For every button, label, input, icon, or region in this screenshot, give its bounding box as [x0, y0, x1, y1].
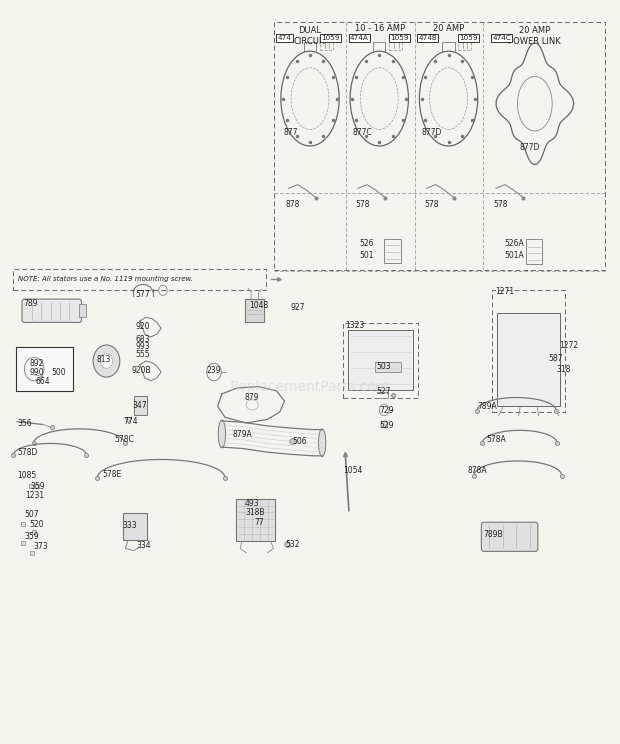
Text: 879: 879: [244, 393, 259, 402]
Bar: [134, 396, 147, 415]
Text: 990: 990: [29, 368, 44, 376]
Text: 503: 503: [377, 362, 391, 371]
Text: 77: 77: [254, 519, 264, 527]
Text: 239: 239: [206, 366, 221, 375]
Text: 474A: 474A: [350, 35, 369, 41]
Text: 20 AMP: 20 AMP: [433, 25, 464, 33]
Text: 1059: 1059: [390, 35, 409, 41]
Text: 501A: 501A: [505, 251, 524, 260]
Text: 1231: 1231: [25, 492, 45, 501]
Bar: [245, 299, 264, 322]
Bar: [273, 22, 604, 270]
Bar: [497, 313, 560, 406]
Text: 664: 664: [35, 377, 50, 386]
Text: 774: 774: [123, 417, 138, 426]
Text: 877D: 877D: [422, 129, 442, 138]
Text: 506: 506: [293, 437, 307, 446]
Text: 578: 578: [494, 200, 508, 209]
Text: 501: 501: [360, 251, 374, 260]
Text: 555: 555: [136, 350, 150, 359]
Text: 878A: 878A: [468, 466, 487, 475]
Text: 529: 529: [379, 420, 394, 430]
Text: 347: 347: [132, 401, 146, 410]
Text: 1323: 1323: [345, 321, 365, 330]
Bar: [14, 269, 265, 289]
Text: 318B: 318B: [245, 508, 265, 517]
Text: 878: 878: [286, 200, 300, 209]
Text: 578C: 578C: [114, 434, 134, 443]
Text: 683: 683: [136, 336, 150, 344]
Bar: [343, 323, 418, 397]
Text: 877C: 877C: [353, 129, 372, 138]
FancyBboxPatch shape: [79, 304, 86, 318]
Bar: [348, 330, 414, 390]
Text: 373: 373: [33, 542, 48, 551]
Text: 879A: 879A: [233, 430, 252, 439]
Text: 10 - 16 AMP: 10 - 16 AMP: [355, 25, 405, 33]
Text: 334: 334: [136, 541, 151, 550]
Text: 789A: 789A: [477, 403, 497, 411]
Text: 789B: 789B: [484, 530, 503, 539]
Text: 1085: 1085: [17, 471, 37, 480]
Text: NOTE: All stators use a No. 1119 mounting screw.: NOTE: All stators use a No. 1119 mountin…: [19, 276, 193, 283]
Bar: [458, 40, 471, 51]
Text: 789: 789: [23, 299, 38, 308]
Text: 813: 813: [96, 355, 110, 364]
Text: 493: 493: [245, 498, 260, 507]
Text: 318: 318: [556, 365, 570, 374]
Text: 1059: 1059: [321, 35, 339, 41]
FancyBboxPatch shape: [123, 513, 146, 539]
Text: 526A: 526A: [505, 239, 524, 248]
Text: 729: 729: [379, 406, 394, 415]
Text: ReplacementParts.com: ReplacementParts.com: [230, 379, 390, 394]
Bar: [492, 289, 565, 412]
Text: 356: 356: [17, 419, 32, 428]
Text: 877: 877: [283, 129, 298, 138]
Text: 993: 993: [136, 342, 150, 351]
Text: 333: 333: [123, 521, 138, 530]
Text: 474: 474: [278, 35, 291, 41]
Text: 1048: 1048: [249, 301, 268, 310]
FancyBboxPatch shape: [481, 522, 538, 551]
Text: 892: 892: [29, 359, 43, 368]
Text: 359: 359: [30, 482, 45, 491]
Bar: [16, 347, 73, 391]
Circle shape: [93, 345, 120, 377]
FancyBboxPatch shape: [236, 499, 275, 541]
Text: 532: 532: [286, 540, 300, 549]
Circle shape: [100, 354, 112, 368]
Text: 500: 500: [51, 368, 66, 376]
Text: 20 AMP
POWER LINK: 20 AMP POWER LINK: [508, 26, 561, 46]
Bar: [389, 40, 402, 51]
Text: 577: 577: [136, 290, 150, 299]
Text: 578E: 578E: [102, 469, 122, 478]
Text: 1059: 1059: [459, 35, 477, 41]
Text: 474B: 474B: [418, 35, 437, 41]
Text: 474C: 474C: [492, 35, 511, 41]
Ellipse shape: [319, 429, 326, 457]
Text: 920B: 920B: [132, 366, 152, 375]
Text: 520: 520: [29, 520, 44, 529]
Text: 1054: 1054: [343, 466, 363, 475]
Text: 1272: 1272: [559, 341, 578, 350]
Text: 587: 587: [548, 354, 563, 363]
Text: 578A: 578A: [486, 434, 506, 443]
Text: 507: 507: [24, 510, 39, 519]
Text: 578: 578: [424, 200, 439, 209]
Text: DUAL
CIRCUIT: DUAL CIRCUIT: [293, 26, 327, 46]
Ellipse shape: [218, 420, 226, 448]
Text: 877D: 877D: [520, 143, 540, 152]
Text: 527: 527: [377, 387, 391, 397]
Text: 526: 526: [360, 239, 374, 248]
Text: 359: 359: [24, 531, 39, 541]
Bar: [375, 362, 401, 372]
Text: 1271: 1271: [495, 287, 514, 296]
Text: 927: 927: [291, 304, 305, 312]
FancyBboxPatch shape: [22, 299, 82, 322]
Text: 578D: 578D: [17, 448, 38, 457]
Bar: [320, 40, 333, 51]
Text: 578: 578: [355, 200, 370, 209]
Text: 920: 920: [136, 322, 150, 331]
